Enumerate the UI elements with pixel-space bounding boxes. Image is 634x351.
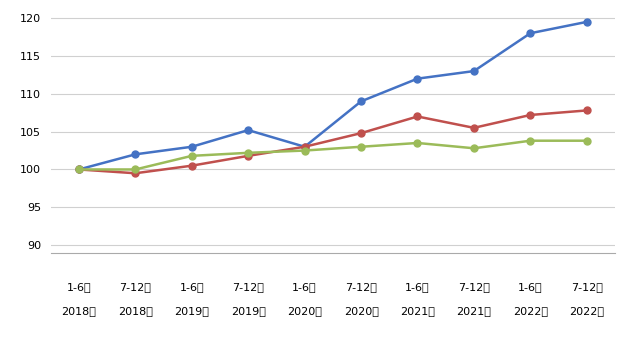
～40m² — [414, 141, 422, 145]
Text: 2019年: 2019年 — [231, 306, 266, 316]
Line: ～40m²: ～40m² — [75, 137, 590, 173]
Text: 2022年: 2022年 — [569, 306, 604, 316]
40m²～80m² — [131, 171, 139, 176]
Text: 2022年: 2022年 — [513, 306, 548, 316]
Text: 7-12月: 7-12月 — [345, 282, 377, 292]
80m²～ — [75, 167, 82, 172]
80m²～ — [583, 20, 591, 24]
80m²～ — [188, 145, 195, 149]
～40m² — [470, 146, 478, 150]
～40m² — [131, 167, 139, 172]
Text: 1-6月: 1-6月 — [518, 282, 543, 292]
Line: 80m²～: 80m²～ — [75, 18, 590, 173]
Text: 2020年: 2020年 — [344, 306, 378, 316]
40m²～80m² — [470, 126, 478, 130]
40m²～80m² — [75, 167, 82, 172]
Text: 1-6月: 1-6月 — [179, 282, 204, 292]
80m²～ — [358, 99, 365, 104]
Text: 1-6月: 1-6月 — [405, 282, 430, 292]
Text: 7-12月: 7-12月 — [119, 282, 152, 292]
Text: 7-12月: 7-12月 — [571, 282, 603, 292]
40m²～80m² — [301, 145, 308, 149]
～40m² — [526, 139, 534, 143]
80m²～ — [245, 128, 252, 132]
～40m² — [358, 145, 365, 149]
～40m² — [301, 148, 308, 153]
Text: 2018年: 2018年 — [118, 306, 153, 316]
Text: 2019年: 2019年 — [174, 306, 209, 316]
Text: 1-6月: 1-6月 — [67, 282, 91, 292]
80m²～ — [526, 31, 534, 35]
80m²～ — [131, 152, 139, 157]
80m²～ — [301, 145, 308, 149]
80m²～ — [470, 69, 478, 73]
Text: 2018年: 2018年 — [61, 306, 96, 316]
Text: 2021年: 2021年 — [456, 306, 491, 316]
～40m² — [245, 151, 252, 155]
40m²～80m² — [188, 164, 195, 168]
Text: 7-12月: 7-12月 — [458, 282, 490, 292]
40m²～80m² — [358, 131, 365, 135]
～40m² — [583, 139, 591, 143]
40m²～80m² — [414, 114, 422, 119]
Line: 40m²～80m²: 40m²～80m² — [75, 107, 590, 177]
～40m² — [188, 154, 195, 158]
40m²～80m² — [526, 113, 534, 117]
40m²～80m² — [583, 108, 591, 113]
80m²～ — [414, 77, 422, 81]
Text: 2020年: 2020年 — [287, 306, 322, 316]
～40m² — [75, 167, 82, 172]
40m²～80m² — [245, 154, 252, 158]
Text: 1-6月: 1-6月 — [292, 282, 317, 292]
Text: 7-12月: 7-12月 — [232, 282, 264, 292]
Text: 2021年: 2021年 — [400, 306, 435, 316]
